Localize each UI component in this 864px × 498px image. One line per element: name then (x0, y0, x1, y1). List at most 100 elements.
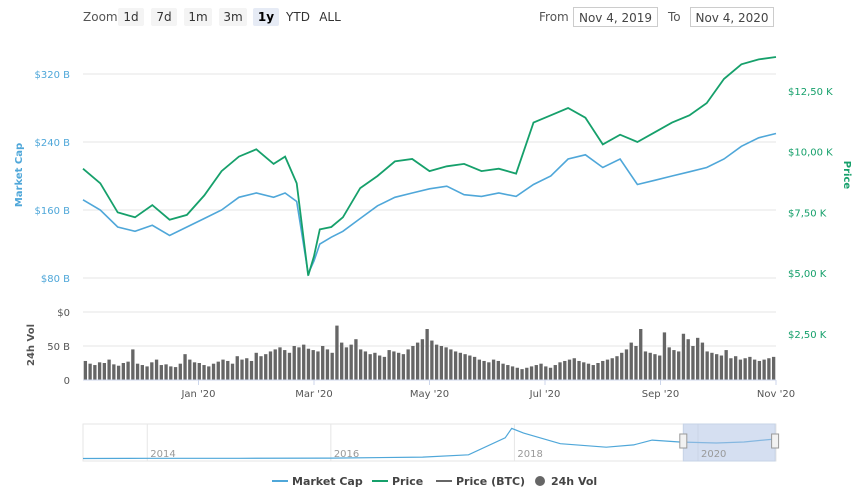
volume-bar (553, 365, 557, 380)
navigator-right-handle[interactable] (771, 433, 780, 449)
volume-bar (463, 354, 467, 380)
volume-bar (667, 347, 671, 380)
volume-bar (254, 352, 258, 380)
volume-bar (396, 352, 401, 380)
volume-bar (116, 365, 121, 380)
volume-bar (710, 352, 714, 380)
volume-bar (240, 359, 244, 380)
volume-bar (430, 340, 434, 380)
volume-bar (107, 359, 111, 380)
volume-bar (639, 329, 643, 380)
volume-bar (482, 360, 486, 380)
volume-bar (102, 363, 107, 380)
volume-bar (520, 369, 524, 380)
volume-bar (344, 347, 349, 380)
volume-bar (268, 351, 273, 380)
volume-bar (472, 356, 477, 380)
navigator-tick-label: 2016 (334, 449, 359, 460)
volume-bar (411, 346, 415, 380)
zoom-button-ytd[interactable]: YTD (286, 10, 310, 24)
navigator-selection[interactable] (682, 423, 776, 462)
volume-tick-label: 0 (64, 376, 70, 387)
volume-bar (491, 359, 496, 380)
right-tick-label: $7,50 K (788, 208, 827, 219)
volume-bar (715, 354, 719, 380)
navigator-ticks: 2014 2016 2018 2020 (150, 449, 726, 460)
zoom-button-all[interactable]: ALL (319, 10, 341, 24)
volume-bar (188, 359, 192, 380)
zoom-button-3m[interactable]: 3m (219, 8, 247, 26)
volume-bar (738, 359, 743, 380)
volume-bar (629, 342, 633, 380)
x-tick-label: Nov '20 (757, 389, 795, 400)
volume-bar (97, 362, 102, 380)
volume-bar (140, 365, 144, 380)
navigator-tick-label: 2018 (517, 449, 542, 460)
volume-bar (207, 366, 211, 380)
volume-bar (216, 361, 220, 380)
zoom-button-1m[interactable]: 1m (184, 8, 212, 26)
volume-bar (287, 352, 292, 380)
volume-bar (591, 365, 595, 380)
volume-bar (363, 351, 368, 380)
to-date-input[interactable]: Nov 4, 2020 (690, 7, 774, 27)
x-axis-ticks: Jan '20 Mar '20 May '20 Jul '20 Sep '20 Nov '… (180, 380, 795, 400)
volume-bar (434, 344, 439, 380)
volume-bar (131, 349, 135, 380)
zoom-button-1d[interactable]: 1d (118, 8, 144, 26)
volume-bar (620, 352, 624, 380)
volume-bar (577, 360, 581, 380)
volume-bar (596, 363, 600, 380)
volume-bar (458, 352, 463, 380)
volume-bars (83, 325, 776, 380)
x-tick-label: Jan '20 (180, 389, 215, 400)
right-tick-label: $10,00 K (788, 148, 833, 159)
volume-bar (572, 358, 576, 380)
navigator-tick-label: 2020 (701, 449, 726, 460)
legend-item-label[interactable]: Price (BTC) (456, 475, 525, 488)
volume-bar (249, 360, 254, 380)
volume-bar (558, 362, 562, 380)
volume-bar (316, 351, 320, 380)
left-tick-label: $80 B (41, 274, 70, 285)
volume-bar (605, 359, 610, 380)
volume-bar (178, 363, 182, 380)
x-tick-label: Sep '20 (642, 389, 680, 400)
navigator-left-handle[interactable] (679, 433, 688, 449)
legend-item-label[interactable]: Market Cap (292, 475, 363, 488)
volume-bar (767, 358, 771, 380)
right-axis-ticks: $12,50 K $10,00 K $7,50 K $5,00 K $2,50 K (788, 87, 833, 341)
from-date-input[interactable]: Nov 4, 2019 (573, 7, 658, 27)
volume-bar (259, 356, 263, 380)
volume-bar (724, 350, 728, 380)
volume-bar (230, 363, 235, 380)
volume-bar (477, 359, 481, 380)
x-tick-label: May '20 (410, 389, 449, 400)
volume-bar (567, 359, 572, 380)
legend-item-label[interactable]: 24h Vol (551, 475, 597, 488)
volume-bar (468, 355, 472, 380)
volume-bar (226, 360, 230, 380)
left-tick-label: $160 B (35, 206, 71, 217)
volume-bar (563, 360, 567, 380)
volume-bar (297, 347, 301, 380)
right-tick-label: $5,00 K (788, 269, 827, 280)
volume-bar (321, 346, 325, 380)
volume-bar (401, 354, 406, 380)
volume-bar (610, 358, 614, 380)
volume-bar (283, 350, 287, 380)
volume-bar (501, 363, 505, 380)
toolbar: Zoom 1d 7d 1m 3m 1y YTD ALL From Nov 4, … (0, 0, 864, 34)
from-label: From (539, 10, 569, 24)
volume-bar (93, 365, 97, 380)
volume-bar (624, 349, 629, 380)
volume-bar (534, 365, 538, 380)
volume-bar (292, 346, 296, 380)
left-axis-ticks: $320 B $240 B $160 B $80 B (35, 70, 71, 285)
zoom-button-1y[interactable]: 1y (253, 8, 279, 26)
series-market-cap-line (82, 132, 777, 277)
legend-item-label[interactable]: Price (392, 475, 423, 488)
zoom-button-7d[interactable]: 7d (151, 8, 177, 26)
volume-bar (154, 359, 159, 380)
